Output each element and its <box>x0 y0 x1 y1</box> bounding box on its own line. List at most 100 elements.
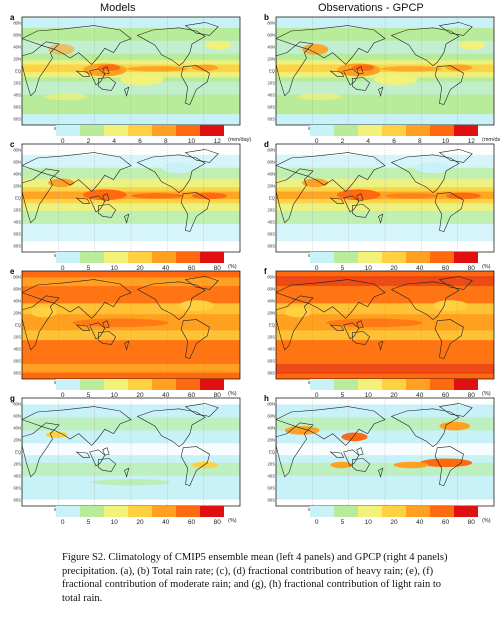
lat-tick-label: 80S <box>268 498 276 503</box>
coastline <box>356 447 364 456</box>
colorbar-tick-label: 10 <box>364 265 372 272</box>
colorbar-swatch <box>104 125 128 136</box>
lat-tick-label: 80N <box>13 21 21 26</box>
lat-tick-label: 20N <box>267 438 275 443</box>
colorbar-swatch <box>310 252 334 263</box>
coastline <box>102 66 110 75</box>
colorbar-tick-label: 0 <box>60 138 65 145</box>
colorbar-swatch <box>152 506 176 517</box>
coastline <box>22 152 132 192</box>
lat-tick-label: 80S <box>268 117 276 122</box>
coastline <box>184 276 219 290</box>
colorbar-swatch <box>176 252 200 263</box>
lat-tick-label: 40N <box>13 299 21 304</box>
coastline <box>180 192 210 232</box>
colorbar-tick-label: 12 <box>213 138 221 145</box>
colorbar-swatch <box>382 506 406 517</box>
lat-tick-label: 20S <box>14 462 22 467</box>
lat-tick-label: 60S <box>268 486 276 491</box>
lat-tick-label: 80S <box>14 371 22 376</box>
map-f: 80N 60N 40N 20N EQ 20S 40S 60S 80S <box>267 270 495 380</box>
colorbar-tick-label: 60 <box>441 519 450 526</box>
colorbar-swatch <box>104 252 128 263</box>
coastline <box>22 41 60 97</box>
colorbar-swatch <box>406 252 430 263</box>
lat-tick-label: 60N <box>13 414 21 419</box>
rain-field-c <box>22 144 240 252</box>
lat-tick-label: 80S <box>268 244 276 249</box>
colorbar-swatch <box>406 379 430 390</box>
coastline <box>329 451 345 458</box>
colorbar-swatch <box>454 125 478 136</box>
lat-tick-label: 80S <box>268 371 276 376</box>
colorbar-swatch <box>382 379 406 390</box>
coastline <box>180 446 210 486</box>
lat-tick-label: 60S <box>268 359 276 364</box>
colorbar-swatch <box>358 506 382 517</box>
colorbar-tick-label: 0 <box>60 519 65 526</box>
coastline <box>102 320 110 329</box>
coastline <box>180 319 210 359</box>
map-a: 80N 60N 40N 20N EQ 20S 40S 60S 80S <box>13 16 241 126</box>
colorbar-tick-label: 12 <box>467 138 475 145</box>
lat-tick-label: 80S <box>14 498 22 503</box>
lat-tick-label: 20S <box>268 335 276 340</box>
colorbar-swatch <box>80 379 104 390</box>
coastline <box>102 447 110 456</box>
map-h: 80N 60N 40N 20N EQ 20S 40S 60S 80S <box>267 397 495 507</box>
coastline <box>124 86 130 97</box>
coastline <box>75 324 91 331</box>
coastline <box>180 65 210 105</box>
coastline <box>98 204 117 218</box>
colorbar-tick-label: 2 <box>86 138 91 145</box>
lat-tick-label: 40S <box>268 220 276 225</box>
lat-tick-label: 40S <box>268 347 276 352</box>
coastline <box>356 193 364 202</box>
colorbar-tick-label: 10 <box>110 519 118 526</box>
panel-f-moderate-rain-gpcp: 80N 60N 40N 20N EQ 20S 40S 60S 80S <box>262 268 496 383</box>
coastline <box>124 340 130 351</box>
panel-e-moderate-rain-models: 80N 60N 40N 20N EQ 20S 40S 60S 80S <box>8 268 242 383</box>
colorbar-unit-label: (%) <box>482 391 491 397</box>
lat-tick-label: 80N <box>13 275 21 280</box>
coastline <box>276 25 386 65</box>
coastline <box>22 279 132 319</box>
coastline <box>136 408 206 447</box>
lat-tick-label: EQ <box>15 450 22 455</box>
colorbar-tick-label: 40 <box>162 519 170 526</box>
colorbar-tick-label: 60 <box>187 519 196 526</box>
colorbar-tick-label: 40 <box>162 392 170 399</box>
coastline <box>276 152 386 192</box>
coastline <box>438 403 473 417</box>
colorbar-swatch <box>200 506 224 517</box>
colorbar-tick-label: 60 <box>441 392 450 399</box>
lat-tick-label: 40S <box>14 93 22 98</box>
colorbar-swatch <box>358 252 382 263</box>
colorbar-swatch <box>406 125 430 136</box>
colorbar <box>310 125 478 136</box>
coastline <box>434 319 464 359</box>
map-b: 80N 60N 40N 20N EQ 20S 40S 60S 80S <box>267 16 495 126</box>
coastline <box>356 66 364 75</box>
colorbar-swatch <box>334 125 358 136</box>
colorbar-tick-label: 20 <box>136 265 144 272</box>
colorbar-tick-label: 10 <box>364 519 372 526</box>
colorbar-tick-label: 20 <box>136 392 144 399</box>
coastline <box>438 276 473 290</box>
lat-tick-label: 40S <box>14 347 22 352</box>
lat-tick-label: 60N <box>267 33 275 38</box>
colorbar-swatch <box>334 252 358 263</box>
colorbar-tick-label: 0 <box>314 519 319 526</box>
colorbar-tick-label: 5 <box>86 392 91 399</box>
coastline <box>276 41 314 97</box>
lat-tick-label: 40N <box>267 299 275 304</box>
colorbar-unit-label: (mm/day) <box>228 137 252 143</box>
lat-tick-label: 60N <box>267 287 275 292</box>
coastline <box>75 451 91 458</box>
lat-tick-label: 20N <box>267 311 275 316</box>
colorbar <box>310 252 478 263</box>
lat-tick-label: EQ <box>269 323 276 328</box>
lat-tick-label: 60S <box>268 105 276 110</box>
lat-tick-label: 60S <box>14 232 22 237</box>
coastline <box>352 77 371 91</box>
